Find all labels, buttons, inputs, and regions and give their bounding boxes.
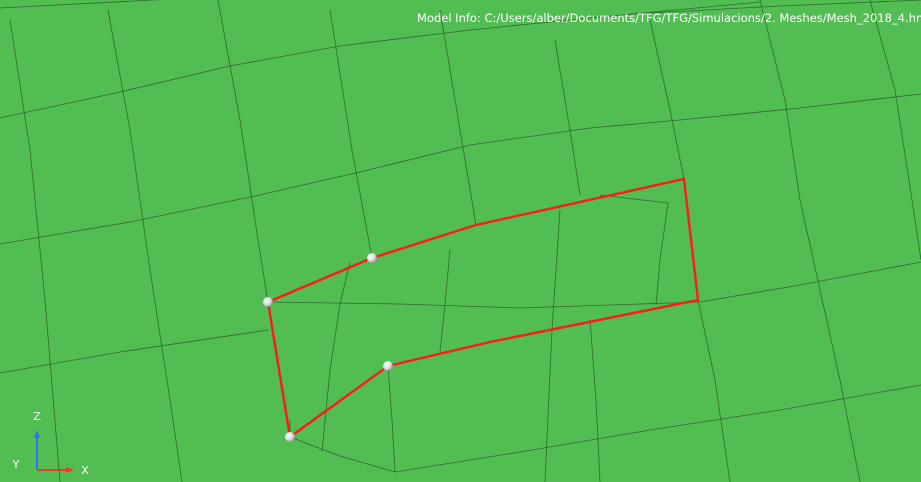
mesh-line: [697, 299, 731, 482]
model-info-text: Model Info: C:/Users/alber/Documents/TFG…: [417, 11, 921, 25]
mesh-line: [439, 249, 451, 353]
mesh-line: [321, 261, 351, 453]
mesh-line: [289, 384, 921, 473]
mesh-line: [649, 19, 685, 180]
mesh-node[interactable]: [263, 297, 273, 307]
model-info-path: C:/Users/alber/Documents/TFG/TFG/Simulac…: [484, 11, 921, 25]
x-axis-label: X: [81, 464, 89, 477]
model-info-label: Model Info:: [417, 11, 481, 25]
mesh-line: [599, 194, 669, 204]
mesh-line: [554, 39, 581, 196]
mesh-line: [629, 0, 921, 15]
z-axis-label: Z: [33, 410, 41, 423]
mesh-node[interactable]: [383, 361, 393, 371]
mesh-line: [655, 202, 669, 306]
mesh-line: [0, 1, 761, 119]
mesh-line: [439, 9, 477, 226]
selected-edge-loop[interactable]: [266, 177, 700, 440]
z-axis-arrowhead: [34, 430, 40, 438]
mesh-line: [544, 209, 561, 482]
mesh-line: [267, 261, 921, 309]
mesh-node[interactable]: [367, 253, 377, 263]
mesh-line: [387, 365, 396, 473]
mesh-line: [329, 9, 373, 259]
mesh-grid-vertical: [9, 0, 921, 482]
axis-triad: Z Y X: [12, 410, 90, 477]
mesh-line: [9, 19, 61, 482]
mesh-node[interactable]: [285, 432, 295, 442]
y-axis-line: [32, 469, 38, 474]
mesh-line: [0, 0, 162, 9]
y-axis-label: Y: [12, 458, 20, 471]
mesh-line: [107, 9, 183, 482]
mesh-line: [589, 319, 601, 482]
x-axis-arrowhead: [66, 467, 74, 473]
mesh-line: [0, 93, 921, 245]
mesh-line: [0, 329, 269, 374]
mesh-line: [869, 0, 921, 261]
mesh-line: [759, 0, 861, 482]
mesh-line: [217, 0, 269, 303]
